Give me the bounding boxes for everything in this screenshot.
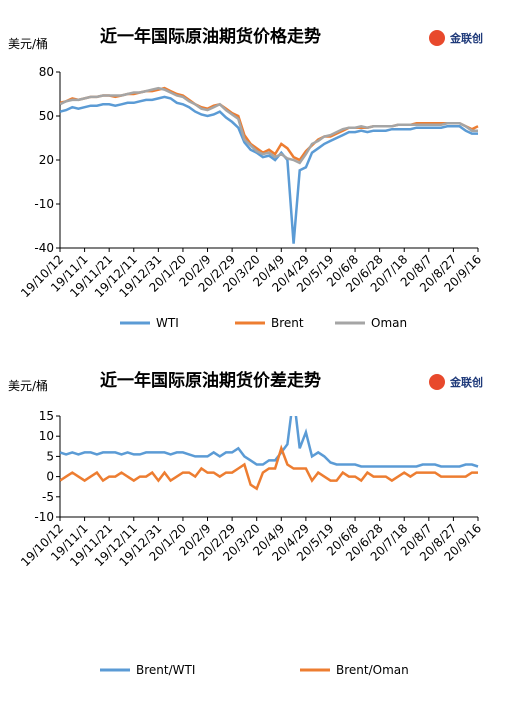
y-tick-label: 10 bbox=[39, 429, 54, 443]
y-tick-label: 50 bbox=[39, 109, 54, 123]
y-tick-label: 5 bbox=[46, 449, 54, 463]
series-line bbox=[60, 416, 479, 468]
chart-title: 近一年国际原油期货价格走势 bbox=[100, 26, 321, 47]
logo-icon bbox=[429, 30, 445, 46]
plot-lines bbox=[60, 86, 479, 244]
legend-label: Brent/Oman bbox=[336, 663, 409, 677]
y-axis-label: 美元/桶 bbox=[8, 378, 48, 393]
y-axis-label: 美元/桶 bbox=[8, 36, 48, 51]
logo-icon bbox=[429, 374, 445, 390]
chart-title: 近一年国际原油期货价差走势 bbox=[100, 370, 321, 391]
y-tick-label: -40 bbox=[34, 241, 54, 255]
y-tick-label: -5 bbox=[42, 490, 54, 504]
logo-text: 金联创 bbox=[449, 31, 483, 45]
legend-label: Brent/WTI bbox=[136, 663, 195, 677]
series-line bbox=[60, 86, 478, 165]
y-tick-label: 80 bbox=[39, 65, 54, 79]
series-line bbox=[60, 95, 478, 244]
y-tick-label: 20 bbox=[39, 153, 54, 167]
y-tick-label: 0 bbox=[46, 470, 54, 484]
y-tick-label: -10 bbox=[34, 510, 54, 524]
series-line bbox=[60, 444, 478, 491]
legend-label: Oman bbox=[371, 316, 407, 330]
plot-lines bbox=[60, 416, 479, 491]
y-tick-label: 15 bbox=[39, 409, 54, 423]
logo-text: 金联创 bbox=[449, 375, 483, 389]
y-tick-label: -10 bbox=[34, 197, 54, 211]
legend-label: WTI bbox=[156, 316, 179, 330]
legend-label: Brent bbox=[271, 316, 304, 330]
